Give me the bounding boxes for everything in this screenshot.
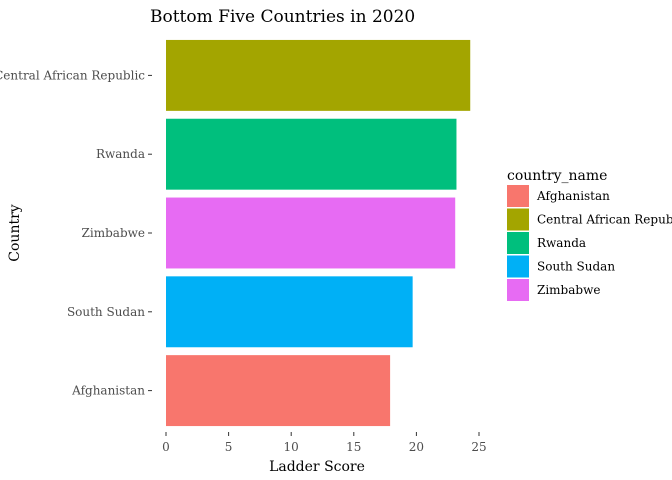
x-tick-label: 25 — [471, 440, 486, 454]
legend-key — [507, 232, 529, 254]
y-tick-label: Zimbabwe — [82, 226, 145, 240]
legend-key — [507, 185, 529, 207]
legend-key — [507, 208, 529, 231]
x-tick-label: 10 — [284, 440, 299, 454]
y-tick-label: Afghanistan — [71, 384, 145, 398]
legend-key — [507, 255, 529, 278]
legend-label: Central African Republic — [537, 213, 672, 227]
y-tick-label: South Sudan — [67, 305, 145, 319]
x-axis-title: Ladder Score — [269, 459, 365, 475]
legend-title: country_name — [507, 168, 607, 184]
bar-south-sudan — [166, 276, 413, 348]
y-axis-title: Country — [7, 204, 23, 261]
x-tick-label: 0 — [162, 440, 170, 454]
bar-zimbabwe — [166, 197, 456, 269]
legend-label: Zimbabwe — [537, 283, 600, 297]
x-tick-label: 15 — [346, 440, 361, 454]
chart-title: Bottom Five Countries in 2020 — [150, 7, 415, 27]
y-tick-label: Rwanda — [96, 147, 145, 161]
y-tick-label: Central African Republic — [0, 68, 145, 82]
bar-central-african-republic — [166, 39, 471, 111]
legend-label: Afghanistan — [536, 189, 610, 203]
legend: country_name Afghanistan Central African … — [507, 168, 672, 301]
legend-label: South Sudan — [537, 260, 615, 274]
x-tick-label: 20 — [409, 440, 424, 454]
x-tick-label: 5 — [225, 440, 233, 454]
plot-area: Afghanistan South Sudan Zimbabwe Rwanda Cent… — [0, 39, 487, 454]
bar-rwanda — [166, 118, 457, 190]
legend-key — [507, 279, 529, 301]
legend-label: Rwanda — [537, 236, 586, 250]
bar-afghanistan — [166, 355, 391, 427]
